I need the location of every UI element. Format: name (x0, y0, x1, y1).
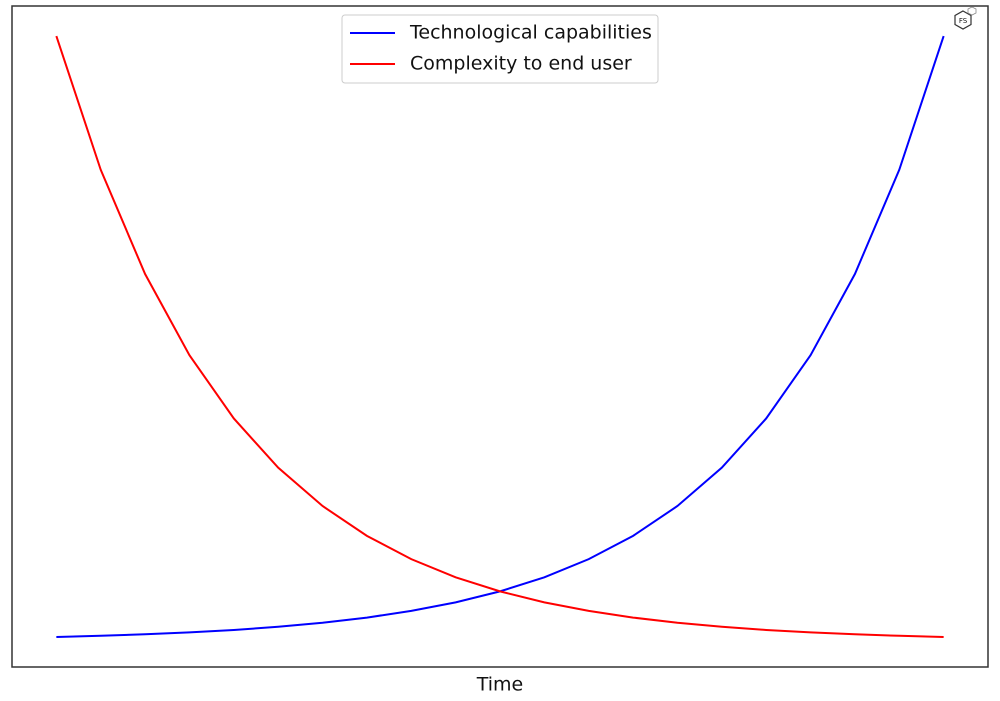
legend-label: Technological capabilities (409, 22, 652, 44)
legend-label: Complexity to end user (410, 53, 632, 75)
logo-icon: FS (954, 6, 977, 30)
line-series (55, 35, 944, 638)
svg-text:FS: FS (959, 17, 968, 25)
legend-box (341, 14, 659, 84)
x-axis-label: Time (476, 674, 524, 696)
plot-frame (11, 5, 989, 668)
